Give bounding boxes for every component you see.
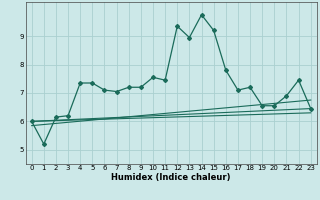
X-axis label: Humidex (Indice chaleur): Humidex (Indice chaleur) xyxy=(111,173,231,182)
